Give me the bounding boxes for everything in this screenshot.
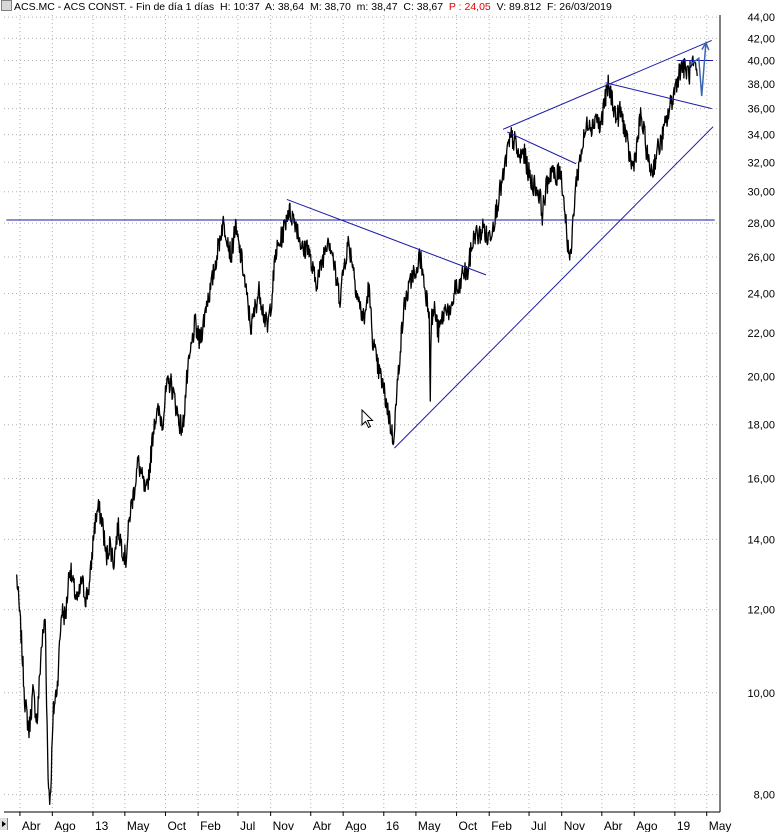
y-tick-label: 8,00 [754,790,775,802]
x-tick-label: 19 [677,819,691,832]
y-tick-label: 16,00 [747,473,775,485]
header-date: F: 26/03/2019 [547,1,612,13]
price-series-line [16,55,698,806]
y-tick-label: 42,00 [747,33,775,45]
header-high: M: 38,70 [309,1,351,13]
y-tick-label: 22,00 [747,328,775,340]
header-menu-icon[interactable] [1,0,12,11]
scroll-left-icon[interactable] [0,818,8,830]
header-symbol: ACS.MC [14,1,55,13]
projection-arrowhead [701,40,710,51]
y-tick-label: 12,00 [747,605,775,617]
x-tick-label: Oct [167,819,186,832]
y-tick-label: 18,00 [747,420,775,432]
header-close: C: 38,67 [403,1,444,13]
x-tick-label: May [709,819,732,832]
chart-header: ACS.MC - ACS CONST. - Fin de día 1 días … [0,0,612,15]
x-tick-label: Ago [54,819,76,832]
x-tick-label: Nov [564,819,585,832]
header-name: ACS CONST. [63,1,127,13]
x-tick-label: Jul [240,819,255,832]
y-tick-label: 34,00 [747,130,775,142]
x-tick-label: Ago [636,819,658,832]
y-tick-label: 10,00 [747,688,775,700]
header-open: A: 38,64 [265,1,305,13]
y-tick-label: 24,00 [747,289,775,301]
y-tick-label: 28,00 [747,218,775,230]
x-tick-label: Oct [459,819,478,832]
x-tick-label: Jul [531,819,546,832]
trendline [502,40,712,130]
y-tick-label: 38,00 [747,79,775,91]
trendline [507,131,577,165]
header-per: P : 24,05 [448,1,491,13]
x-tick-label: 13 [95,819,109,832]
cursor-pointer-icon [361,408,374,429]
x-tick-label: Nov [273,819,294,832]
x-tick-label: Ago [345,819,367,832]
x-tick-label: Abr [22,819,41,832]
y-tick-label: 30,00 [747,187,775,199]
x-tick-label: Feb [491,819,512,832]
y-tick-label: 40,00 [747,56,775,68]
projection-path [689,42,707,97]
x-tick-label: Abr [604,819,623,832]
header-period: Fin de día 1 días [135,1,215,13]
header-hour: H: 10:37 [220,1,260,13]
trendline [605,82,712,110]
y-tick-label: 32,00 [747,157,775,169]
x-tick-label: Abr [313,819,332,832]
y-tick-label: 44,00 [747,12,775,24]
x-tick-label: May [418,819,441,832]
y-tick-label: 36,00 [747,104,775,116]
x-tick-label: May [127,819,150,832]
x-tick-label: Feb [200,819,221,832]
y-tick-label: 20,00 [747,372,775,384]
trendline [394,126,714,449]
header-volume: V: 89.812 [496,1,542,13]
y-tick-label: 26,00 [747,252,775,264]
header-low: m: 38,47 [356,1,398,13]
trendline [286,198,487,276]
x-tick-label: 16 [386,819,400,832]
y-tick-label: 14,00 [747,534,775,546]
